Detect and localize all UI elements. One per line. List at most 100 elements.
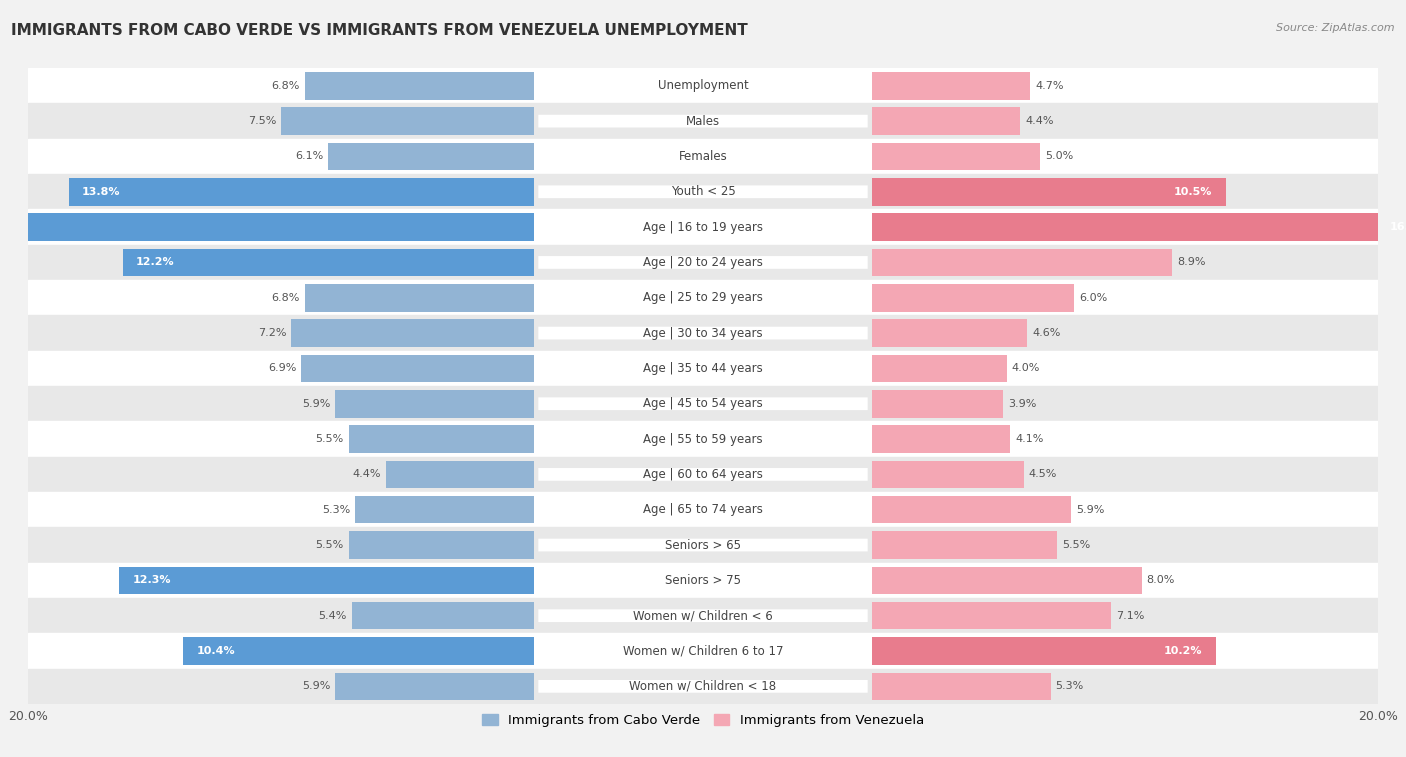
Text: Youth < 25: Youth < 25	[671, 185, 735, 198]
Bar	[872, 602, 1111, 630]
FancyBboxPatch shape	[538, 256, 868, 269]
Text: 5.9%: 5.9%	[302, 399, 330, 409]
Text: Women w/ Children 6 to 17: Women w/ Children 6 to 17	[623, 644, 783, 658]
Text: Age | 60 to 64 years: Age | 60 to 64 years	[643, 468, 763, 481]
Text: 4.7%: 4.7%	[1035, 81, 1064, 91]
Bar	[28, 562, 1378, 598]
Text: Age | 16 to 19 years: Age | 16 to 19 years	[643, 220, 763, 234]
Text: Source: ZipAtlas.com: Source: ZipAtlas.com	[1277, 23, 1395, 33]
Bar	[28, 456, 1378, 492]
Text: Seniors > 65: Seniors > 65	[665, 538, 741, 552]
Bar	[872, 319, 1026, 347]
FancyBboxPatch shape	[538, 115, 868, 127]
Bar	[28, 634, 1378, 668]
Bar	[329, 142, 534, 170]
Text: Age | 20 to 24 years: Age | 20 to 24 years	[643, 256, 763, 269]
Bar	[28, 528, 1378, 562]
Text: 4.1%: 4.1%	[1015, 434, 1043, 444]
Bar	[28, 668, 1378, 704]
Bar	[335, 672, 534, 700]
FancyBboxPatch shape	[538, 645, 868, 657]
Bar	[28, 386, 1378, 422]
FancyBboxPatch shape	[538, 503, 868, 516]
Text: Age | 25 to 29 years: Age | 25 to 29 years	[643, 291, 763, 304]
Bar	[183, 637, 534, 665]
Bar	[28, 280, 1378, 316]
Text: 12.3%: 12.3%	[132, 575, 172, 585]
Text: 12.2%: 12.2%	[136, 257, 174, 267]
Bar	[28, 350, 1378, 386]
Bar	[352, 602, 534, 630]
Text: 10.2%: 10.2%	[1164, 646, 1202, 656]
Bar	[872, 460, 1024, 488]
FancyBboxPatch shape	[538, 185, 868, 198]
Bar	[305, 72, 534, 100]
Text: 6.8%: 6.8%	[271, 293, 299, 303]
Text: 4.4%: 4.4%	[1025, 116, 1053, 126]
Text: 4.4%: 4.4%	[353, 469, 381, 479]
Text: Women w/ Children < 6: Women w/ Children < 6	[633, 609, 773, 622]
FancyBboxPatch shape	[538, 609, 868, 622]
Bar	[385, 460, 534, 488]
FancyBboxPatch shape	[538, 150, 868, 163]
Text: 5.5%: 5.5%	[1063, 540, 1091, 550]
Bar	[28, 316, 1378, 350]
Bar	[872, 213, 1406, 241]
Bar	[69, 178, 534, 206]
Text: Age | 30 to 34 years: Age | 30 to 34 years	[643, 326, 763, 340]
Bar	[28, 104, 1378, 139]
Text: 7.2%: 7.2%	[257, 328, 287, 338]
Text: 6.1%: 6.1%	[295, 151, 323, 161]
FancyBboxPatch shape	[538, 574, 868, 587]
Bar	[28, 68, 1378, 104]
Text: 8.9%: 8.9%	[1177, 257, 1205, 267]
FancyBboxPatch shape	[538, 433, 868, 445]
Bar	[349, 425, 534, 453]
Text: 10.4%: 10.4%	[197, 646, 235, 656]
Text: Females: Females	[679, 150, 727, 163]
Text: IMMIGRANTS FROM CABO VERDE VS IMMIGRANTS FROM VENEZUELA UNEMPLOYMENT: IMMIGRANTS FROM CABO VERDE VS IMMIGRANTS…	[11, 23, 748, 38]
Text: 5.3%: 5.3%	[322, 505, 350, 515]
Text: 7.1%: 7.1%	[1116, 611, 1144, 621]
Text: 4.5%: 4.5%	[1029, 469, 1057, 479]
Bar	[872, 672, 1050, 700]
FancyBboxPatch shape	[538, 327, 868, 339]
FancyBboxPatch shape	[538, 397, 868, 410]
Text: 5.9%: 5.9%	[1076, 505, 1104, 515]
Bar	[28, 492, 1378, 528]
Text: 4.6%: 4.6%	[1032, 328, 1060, 338]
Bar	[122, 248, 534, 276]
FancyBboxPatch shape	[538, 680, 868, 693]
Text: 5.0%: 5.0%	[1046, 151, 1074, 161]
Text: Unemployment: Unemployment	[658, 79, 748, 92]
Bar	[872, 531, 1057, 559]
Bar	[872, 390, 1004, 418]
Text: Males: Males	[686, 114, 720, 128]
Bar	[872, 496, 1071, 524]
Legend: Immigrants from Cabo Verde, Immigrants from Venezuela: Immigrants from Cabo Verde, Immigrants f…	[477, 709, 929, 732]
Bar	[281, 107, 534, 135]
Text: 5.5%: 5.5%	[315, 434, 343, 444]
Bar	[28, 422, 1378, 456]
Text: 6.8%: 6.8%	[271, 81, 299, 91]
Bar	[872, 72, 1031, 100]
Bar	[301, 354, 534, 382]
Bar	[335, 390, 534, 418]
Bar	[872, 178, 1226, 206]
Text: 10.5%: 10.5%	[1174, 187, 1212, 197]
Bar	[0, 213, 534, 241]
Text: 5.3%: 5.3%	[1056, 681, 1084, 691]
Text: 6.0%: 6.0%	[1080, 293, 1108, 303]
Bar	[120, 566, 534, 594]
Text: Age | 55 to 59 years: Age | 55 to 59 years	[643, 432, 763, 446]
Bar	[872, 425, 1010, 453]
Bar	[356, 496, 534, 524]
Text: 5.4%: 5.4%	[319, 611, 347, 621]
Text: Age | 35 to 44 years: Age | 35 to 44 years	[643, 362, 763, 375]
Bar	[28, 210, 1378, 245]
Text: 8.0%: 8.0%	[1147, 575, 1175, 585]
FancyBboxPatch shape	[538, 362, 868, 375]
Bar	[349, 531, 534, 559]
FancyBboxPatch shape	[538, 291, 868, 304]
Text: 16.9%: 16.9%	[1389, 222, 1406, 232]
